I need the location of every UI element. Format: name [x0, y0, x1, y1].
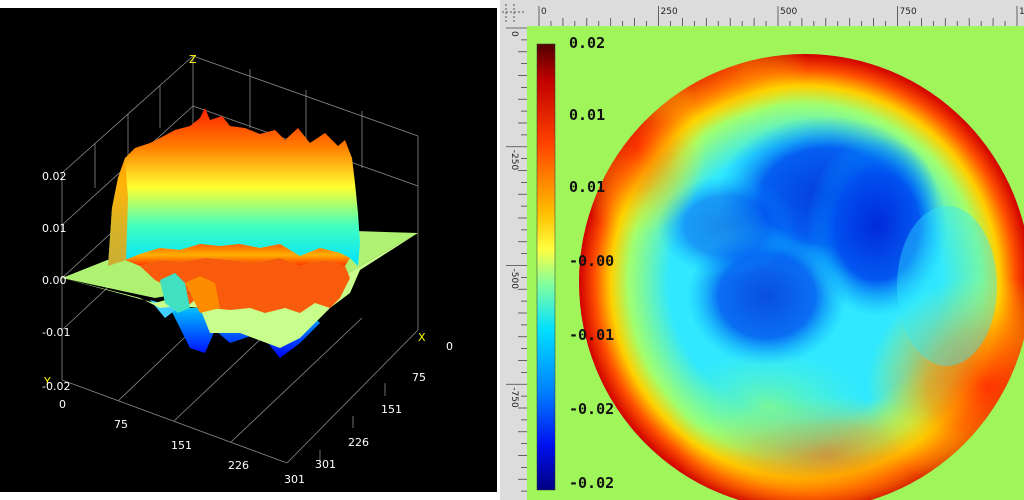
surface-front-wall: [140, 258, 350, 313]
colorbar-label: 0.01: [569, 106, 605, 124]
colorbar-label: -0.02: [569, 400, 614, 418]
ruler-label: -750: [509, 387, 519, 408]
surface-plot-3d[interactable]: Z X Y 0.02 0.01 0.00 -0.01 -0.02 0 75 15…: [0, 8, 497, 492]
phase-map-canvas[interactable]: 0.02 0.01 0.01 -0.00 -0.01 -0.02 -0.02: [527, 26, 1024, 500]
colorbar-label: 0.02: [569, 34, 605, 52]
z-tick: 0.00: [42, 274, 67, 287]
ruler-label: -500: [509, 269, 519, 290]
y-tick: 75: [114, 418, 128, 431]
colorbar-label: -0.01: [569, 326, 614, 344]
surface-inner-ridge: [125, 244, 350, 266]
surface-plot-canvas: Z X Y 0.02 0.01 0.00 -0.01 -0.02 0 75 15…: [42, 53, 453, 486]
y-axis-label: Y: [43, 375, 51, 388]
x-tick: 75: [412, 371, 426, 384]
ruler-label: -250: [509, 150, 519, 171]
colorbar-label: -0.02: [569, 474, 614, 492]
x-tick: 0: [446, 340, 453, 353]
z-axis-label: Z: [189, 53, 197, 66]
x-tick: 151: [381, 403, 402, 416]
image-viewer[interactable]: 0 250 500 750 1000 0 -250 -500 -750: [500, 0, 1024, 500]
colorbar-label: -0.00: [569, 252, 614, 270]
y-tick: 0: [59, 398, 66, 411]
ruler-corner: [500, 0, 527, 26]
colorbar: [536, 43, 556, 491]
ruler-label: 1000: [1019, 7, 1024, 17]
ruler-label: 0: [509, 31, 519, 37]
z-tick: 0.01: [42, 222, 67, 235]
horizontal-ruler[interactable]: 0 250 500 750 1000: [527, 0, 1024, 26]
ruler-label: 500: [780, 7, 797, 17]
x-tick: 226: [348, 436, 369, 449]
z-tick: -0.02: [42, 380, 70, 393]
surface-ring-wall: [108, 108, 360, 266]
z-tick: -0.01: [42, 326, 70, 339]
x-axis-label: X: [418, 331, 426, 344]
ruler-label: 250: [661, 7, 678, 17]
ruler-label: 750: [900, 7, 917, 17]
y-tick: 301: [284, 473, 305, 486]
y-tick: 151: [171, 439, 192, 452]
z-tick: 0.02: [42, 170, 67, 183]
surface-front-plane: [62, 233, 418, 348]
colorbar-label: 0.01: [569, 178, 605, 196]
y-tick: 226: [228, 459, 249, 472]
vertical-ruler[interactable]: 0 -250 -500 -750: [500, 26, 527, 500]
x-tick: 301: [315, 458, 336, 471]
ruler-label: 0: [541, 7, 547, 17]
